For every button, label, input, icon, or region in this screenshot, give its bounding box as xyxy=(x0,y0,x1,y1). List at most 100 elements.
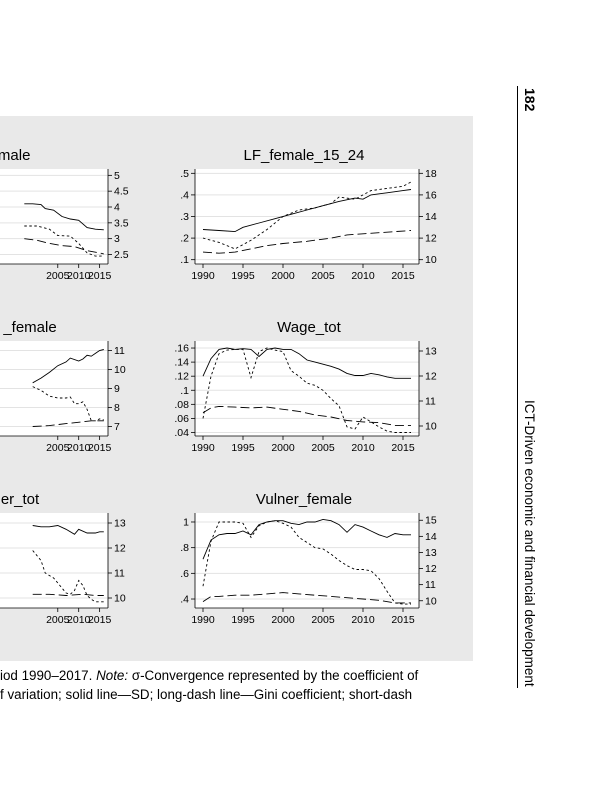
y-left-tick-label: .4 xyxy=(180,594,189,606)
series-solid-line xyxy=(202,518,411,560)
y-left-tick-label: .12 xyxy=(174,371,189,383)
y-right-tick-label: 13 xyxy=(425,547,437,559)
x-tick-label: 2010 xyxy=(351,270,375,282)
caption-line-1: iod 1990–2017. Note: σ-Convergence repre… xyxy=(0,668,418,683)
x-tick-label: 2000 xyxy=(271,442,295,454)
x-tick-label: 2015 xyxy=(88,270,112,282)
y-right-tick-label: 3 xyxy=(114,233,120,245)
series-long-dash-line xyxy=(202,592,411,604)
chart-title: LF_female_15_24 xyxy=(244,147,365,164)
y-right-tick-label: 18 xyxy=(425,168,437,180)
y-right-tick-label: 11 xyxy=(425,579,436,591)
x-tick-label: 2005 xyxy=(46,270,70,282)
y-right-tick-label: 9 xyxy=(114,383,120,395)
series-short-dash-line xyxy=(202,181,412,250)
x-tick-label: 2005 xyxy=(311,270,335,282)
y-left-tick-label: .6 xyxy=(180,568,189,580)
x-tick-label: 2000 xyxy=(271,270,295,282)
series-long-dash-line xyxy=(24,238,104,255)
x-tick-label: 2010 xyxy=(351,442,375,454)
running-head-title: ICT-Driven economic and financial develo… xyxy=(522,400,537,687)
series-short-dash-line xyxy=(202,347,411,433)
x-tick-label: 2010 xyxy=(67,270,91,282)
x-tick-label: 2005 xyxy=(46,614,70,626)
x-tick-label: 2015 xyxy=(88,442,112,454)
page-number: 182 xyxy=(522,88,538,112)
caption-note-label: Note: xyxy=(96,668,129,683)
series-solid-line xyxy=(32,525,104,535)
chart-title: emale xyxy=(0,147,30,164)
plot-area-1 xyxy=(0,169,108,264)
y-right-tick-label: 15 xyxy=(425,515,437,527)
y-right-tick-label: 10 xyxy=(425,421,437,433)
chart-title: _female xyxy=(2,319,56,336)
y-right-tick-label: 12 xyxy=(425,233,437,245)
y-right-tick-label: 10 xyxy=(114,593,126,605)
y-left-tick-label: .16 xyxy=(174,343,189,355)
y-right-tick-label: 12 xyxy=(425,563,437,575)
y-right-tick-label: 7 xyxy=(114,421,120,433)
series-long-dash-line xyxy=(202,405,411,426)
y-right-tick-label: 2.5 xyxy=(114,249,129,261)
x-tick-label: 1995 xyxy=(231,270,255,282)
y-right-tick-label: 12 xyxy=(425,371,437,383)
x-tick-label: 2015 xyxy=(391,442,415,454)
y-left-tick-label: .08 xyxy=(174,399,189,411)
running-head-rule xyxy=(517,86,518,688)
y-right-tick-label: 5 xyxy=(114,170,120,182)
x-tick-label: 1995 xyxy=(231,614,255,626)
x-tick-label: 2010 xyxy=(67,614,91,626)
y-right-tick-label: 4 xyxy=(114,202,120,214)
y-right-tick-label: 16 xyxy=(425,189,437,201)
x-tick-label: 2010 xyxy=(67,442,91,454)
chart-title: Vulner_female xyxy=(256,491,352,508)
y-right-tick-label: 11 xyxy=(114,345,125,357)
x-tick-label: 1990 xyxy=(191,614,215,626)
y-right-tick-label: 12 xyxy=(114,543,126,555)
y-left-tick-label: .5 xyxy=(180,168,189,180)
series-long-dash-line xyxy=(202,230,412,254)
y-left-tick-label: .06 xyxy=(174,413,189,425)
x-tick-label: 2005 xyxy=(46,442,70,454)
caption-note-text: σ-Convergence represented by the coeffic… xyxy=(131,668,419,683)
series-long-dash-line xyxy=(32,593,104,596)
y-right-tick-label: 10 xyxy=(425,254,437,266)
series-solid-line xyxy=(32,349,104,384)
x-tick-label: 1990 xyxy=(191,442,215,454)
series-long-dash-line xyxy=(32,420,104,427)
y-right-tick-label: 11 xyxy=(425,396,436,408)
y-right-tick-label: 3.5 xyxy=(114,217,129,229)
x-tick-label: 2005 xyxy=(311,614,335,626)
y-left-tick-label: .3 xyxy=(180,211,189,223)
chart-title: er_tot xyxy=(1,491,40,508)
plot-area-5 xyxy=(0,513,108,608)
series-short-dash-line xyxy=(32,386,104,422)
x-tick-label: 2005 xyxy=(311,442,335,454)
y-right-tick-label: 13 xyxy=(425,346,437,358)
x-tick-label: 1990 xyxy=(191,270,215,282)
caption-line-2: f variation; solid line—SD; long-dash li… xyxy=(0,687,413,702)
x-tick-label: 1995 xyxy=(231,442,255,454)
y-left-tick-label: .14 xyxy=(174,357,189,369)
y-right-tick-label: 13 xyxy=(114,518,126,530)
caption-period: iod 1990–2017. xyxy=(0,668,93,683)
series-short-dash-line xyxy=(24,225,104,257)
y-left-tick-label: .1 xyxy=(180,254,189,266)
y-right-tick-label: 14 xyxy=(425,211,437,223)
y-left-tick-label: .1 xyxy=(180,385,189,397)
y-right-tick-label: 10 xyxy=(425,595,437,607)
series-short-dash-line xyxy=(202,520,411,605)
x-tick-label: 2015 xyxy=(88,614,112,626)
y-right-tick-label: 14 xyxy=(425,531,437,543)
y-left-tick-label: .04 xyxy=(174,427,189,439)
x-tick-label: 2015 xyxy=(391,614,415,626)
y-left-tick-label: 1 xyxy=(183,516,189,528)
plot-area-6 xyxy=(195,513,419,608)
y-left-tick-label: .8 xyxy=(180,542,189,554)
y-right-tick-label: 11 xyxy=(114,568,125,580)
series-short-dash-line xyxy=(32,550,104,603)
y-left-tick-label: .4 xyxy=(180,189,189,201)
series-solid-line xyxy=(24,203,104,231)
plot-area-4 xyxy=(195,341,419,436)
